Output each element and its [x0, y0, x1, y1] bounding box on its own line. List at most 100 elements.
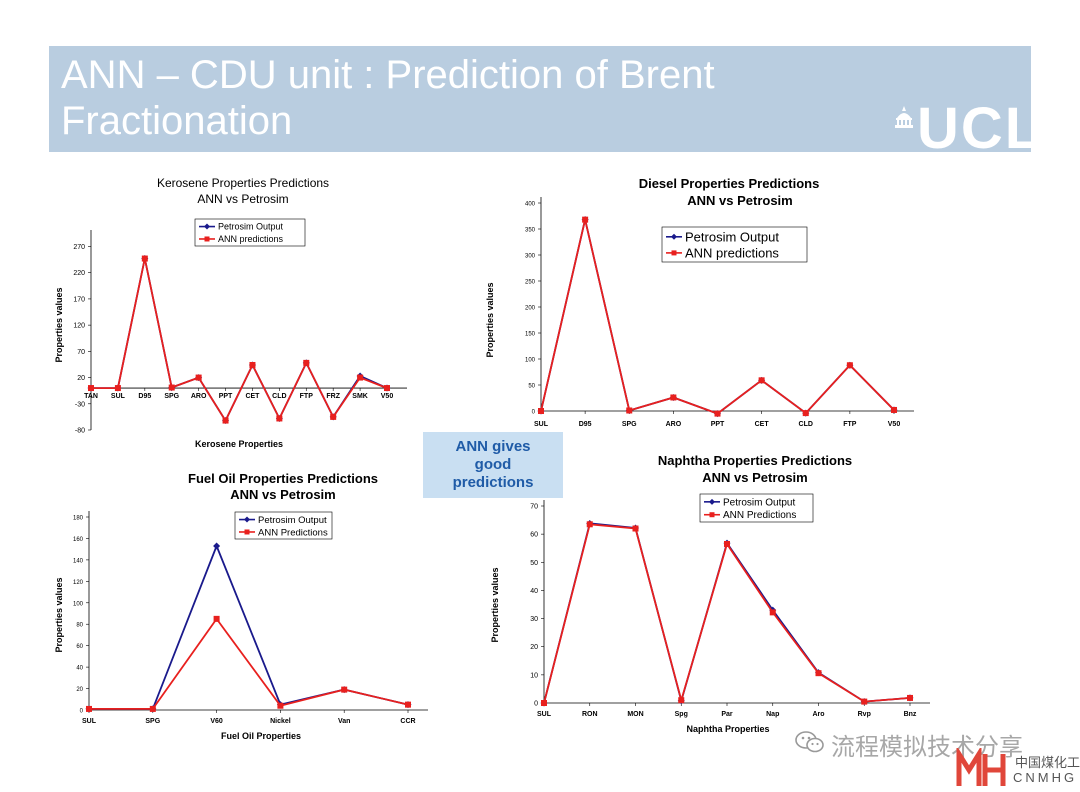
legend-label: ANN predictions [218, 234, 284, 244]
x-tick-label: CLD [799, 421, 813, 428]
x-tick-label: Aro [812, 711, 824, 718]
data-point-ann [582, 216, 589, 223]
legend-box [194, 218, 306, 247]
legend-marker-ann [671, 250, 677, 256]
data-point-ann [758, 377, 765, 384]
brand-cn-text: 中国煤化工 [1015, 755, 1080, 770]
chart-title: Naphtha Properties Predictions [658, 453, 852, 468]
y-tick-label: 100 [525, 358, 536, 364]
x-tick-label: SUL [82, 718, 97, 725]
y-axis-label: Properties values [54, 287, 64, 362]
x-tick-label: Par [721, 711, 733, 718]
chart-subtitle: ANN vs Petrosim [197, 192, 288, 206]
data-point-ann [114, 385, 121, 392]
data-point-ann [802, 410, 809, 417]
chart-subtitle: ANN vs Petrosim [687, 193, 792, 208]
x-tick-label: D95 [579, 421, 592, 428]
x-tick-label: Nap [766, 711, 779, 718]
y-tick-label: 0 [532, 410, 536, 416]
y-tick-label: 60 [76, 644, 83, 650]
legend-label: ANN Predictions [723, 510, 796, 521]
legend-marker-petrosim [204, 223, 210, 230]
watermark-text: 流程模拟技术分享 [831, 734, 1023, 761]
legend-marker-petrosim [244, 516, 250, 523]
data-point-ann [538, 408, 544, 414]
x-tick-label: Rvp [858, 711, 871, 718]
series-line-ann [543, 523, 911, 704]
x-axis-label: Naphtha Properties [686, 724, 769, 734]
y-tick-label: 40 [76, 666, 83, 672]
x-tick-label: Nickel [270, 718, 291, 725]
y-tick-label: 50 [528, 384, 535, 390]
data-point-ann [213, 615, 220, 622]
y-tick-label: 70 [77, 349, 85, 356]
y-tick-label: 220 [73, 270, 85, 277]
chart-subtitle: ANN vs Petrosim [702, 470, 807, 485]
x-tick-label: SPG [145, 718, 160, 725]
data-point-ann [249, 361, 256, 368]
y-tick-label: 0 [80, 709, 84, 715]
x-tick-label: V60 [210, 718, 223, 725]
x-tick-label: CET [755, 421, 770, 428]
data-point-ann [384, 385, 390, 392]
callout-text: ANN gives good predictions [452, 438, 534, 491]
data-point-ann [357, 374, 364, 381]
legend-marker-petrosim [709, 498, 715, 505]
legend-box [699, 493, 814, 523]
data-point-ann [86, 705, 92, 712]
data-point-ann [724, 540, 730, 547]
title-bar: ANN – CDU unit : Prediction of Brent Fra… [49, 46, 1040, 152]
legend-label: ANN predictions [685, 245, 779, 260]
x-tick-label: RON [582, 711, 598, 718]
data-point-ann [586, 521, 593, 528]
data-point-ann [846, 362, 853, 369]
y-tick-label: 120 [73, 323, 85, 330]
chart-title: Fuel Oil Properties Predictions [188, 471, 378, 486]
chart-title: Kerosene Properties Predictions [157, 176, 329, 190]
y-tick-label: 200 [525, 306, 536, 312]
data-point-ann [769, 609, 776, 616]
brand-en-text: CNMHG [1013, 770, 1078, 785]
ucl-logo: UCL [917, 100, 1043, 152]
y-tick-label: 80 [76, 623, 83, 629]
y-tick-label: 70 [530, 504, 538, 511]
y-tick-label: 170 [73, 296, 85, 303]
x-tick-label: MON [627, 711, 643, 718]
y-tick-label: 30 [530, 616, 538, 623]
y-tick-label: 150 [525, 332, 536, 338]
ucl-dome-icon [895, 106, 913, 128]
y-tick-label: 20 [76, 687, 83, 693]
legend-label: Petrosim Output [723, 497, 795, 508]
y-tick-label: 0 [534, 701, 538, 708]
data-point-ann [541, 700, 547, 706]
y-axis-label: Properties values [485, 282, 495, 357]
legend-marker-ann [709, 512, 715, 518]
y-tick-label: -80 [75, 428, 85, 435]
x-tick-label: SPG [622, 421, 637, 428]
x-tick-label: SUL [537, 711, 552, 718]
y-tick-label: 270 [73, 244, 85, 251]
series-line-petrosim [543, 522, 911, 705]
series-line-ann [89, 617, 409, 710]
data-point-ann [632, 525, 639, 532]
legend-marker-ann [204, 236, 210, 242]
x-tick-label: FTP [300, 393, 314, 400]
y-tick-label: 140 [73, 558, 84, 564]
legend-box [661, 226, 808, 263]
x-tick-label: SPG [164, 393, 179, 400]
y-tick-label: 50 [530, 560, 538, 567]
chart-subtitle: ANN vs Petrosim [230, 487, 335, 502]
data-point-ann [303, 359, 310, 366]
x-tick-label: V50 [381, 393, 394, 400]
x-tick-label: CLD [272, 393, 286, 400]
x-tick-label: SUL [534, 421, 549, 428]
x-tick-label: TAN [84, 393, 98, 400]
series-line-ann [91, 258, 388, 423]
x-tick-label: Van [338, 718, 350, 725]
y-tick-label: 10 [530, 672, 538, 679]
wechat-icon [795, 731, 824, 753]
x-tick-label: Spg [675, 711, 688, 718]
data-point-ann [276, 415, 283, 422]
